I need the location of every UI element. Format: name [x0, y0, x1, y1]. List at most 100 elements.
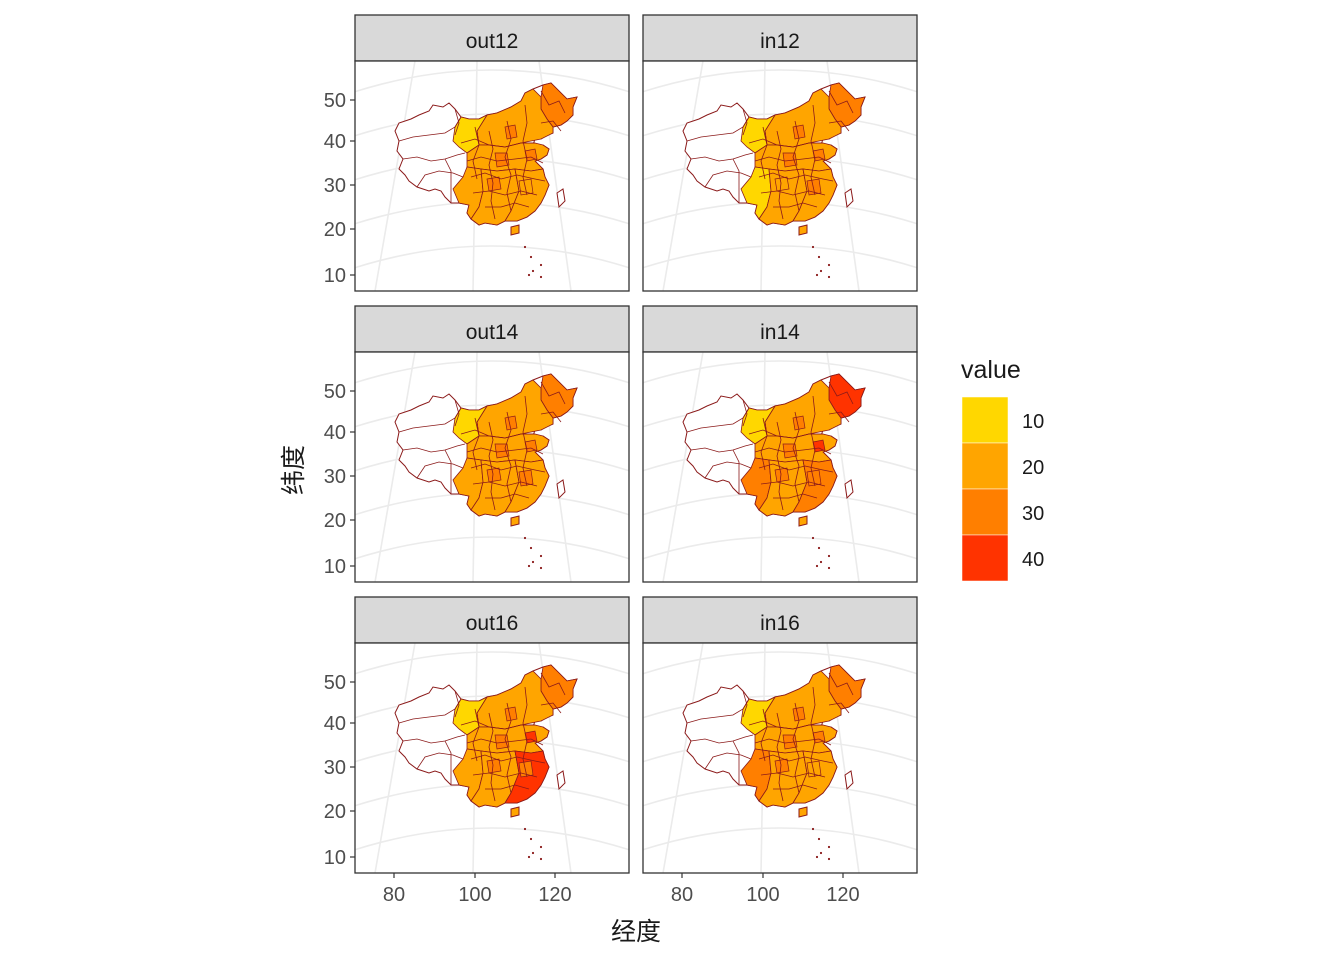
province-boundary: [398, 407, 462, 433]
facet-strip: [354, 596, 630, 644]
y-tick-label: 10: [324, 847, 346, 869]
facet-strip: [642, 596, 918, 644]
south-sea-island: [827, 554, 831, 558]
graticule-parallel: [355, 69, 629, 93]
province-boundary: [773, 493, 818, 499]
province-boundary: [454, 690, 460, 718]
legend-label: 20: [1022, 457, 1044, 479]
province-boundary: [444, 740, 452, 785]
map-content: [643, 61, 917, 291]
south-sea-island: [827, 857, 831, 861]
island-hainan: [510, 806, 520, 818]
province-boundary: [742, 108, 748, 136]
province-boundary: [540, 702, 562, 714]
province-boundary: [773, 202, 818, 208]
province-patch: [792, 415, 806, 431]
province-patch: [504, 124, 518, 140]
province-boundary: [704, 752, 752, 770]
province-boundary: [488, 421, 496, 511]
province-boundary: [504, 411, 512, 503]
legend-label: 30: [1022, 503, 1044, 525]
facet-label: out16: [466, 612, 519, 635]
facet-label: out12: [466, 30, 519, 53]
panel-border: [354, 60, 630, 292]
graticule-parallel: [643, 69, 917, 93]
south-sea-island: [523, 536, 527, 540]
province-boundary: [416, 170, 464, 188]
south-sea-island: [527, 273, 531, 277]
province-boundary: [485, 202, 530, 208]
province-boundary: [416, 752, 464, 770]
south-sea-island: [817, 255, 821, 259]
graticule-parallel: [643, 536, 917, 560]
island-taiwan: [556, 479, 566, 500]
province-boundary: [454, 399, 460, 427]
province-boundary: [792, 411, 800, 503]
y-tick-label: 20: [324, 219, 346, 241]
graticule-meridian: [374, 352, 416, 582]
province-boundary: [686, 407, 750, 433]
south-sea-island: [539, 845, 543, 849]
province-boundary: [488, 130, 496, 220]
facet-in16: in16 80 100 120: [642, 596, 918, 906]
legend-key: [961, 396, 1009, 444]
province-boundary: [828, 120, 850, 132]
graticule-meridian: [374, 643, 416, 873]
province-boundary: [540, 381, 566, 405]
province-patch: [486, 176, 502, 192]
province-patch: [486, 467, 502, 483]
facet-label: in16: [760, 612, 800, 635]
province-boundary: [690, 734, 754, 744]
facet-label: in12: [760, 30, 800, 53]
province-boundary: [470, 463, 546, 473]
province-boundary: [758, 463, 834, 473]
province-patch: [792, 706, 806, 722]
province-boundary: [690, 152, 754, 162]
island-taiwan: [844, 770, 854, 791]
graticule-parallel: [355, 536, 629, 560]
province-boundary: [540, 411, 562, 423]
y-tick-label: 10: [324, 556, 346, 578]
south-sea-island: [819, 851, 823, 855]
facet-strip: [642, 305, 918, 353]
province-boundary: [760, 417, 768, 471]
facet-out12: out12 10 20 30 40 50: [324, 14, 630, 292]
south-sea-island: [827, 566, 831, 570]
map-content: [355, 643, 629, 873]
province-boundary: [402, 152, 466, 162]
south-sea-island: [539, 857, 543, 861]
legend-key: [961, 488, 1009, 536]
province-boundary: [522, 395, 528, 487]
south-sea-island: [815, 855, 819, 859]
graticule-parallel: [643, 827, 917, 851]
province-boundary: [828, 90, 854, 114]
province-patch: [504, 706, 518, 722]
province-patch: [486, 758, 502, 774]
province-boundary: [540, 120, 562, 132]
province-patch: [504, 415, 518, 431]
south-sea-island: [811, 827, 815, 831]
south-sea-island: [529, 255, 533, 259]
map-content: [643, 643, 917, 873]
panel-border: [354, 351, 630, 583]
south-sea-island: [539, 275, 543, 279]
province-boundary: [444, 449, 452, 494]
province-boundary: [828, 411, 850, 423]
province-boundary: [732, 449, 740, 494]
y-tick-label: 40: [324, 131, 346, 153]
province-boundary: [776, 421, 784, 511]
map-content: [355, 352, 629, 582]
south-sea-island: [539, 263, 543, 267]
province-boundary: [485, 784, 530, 790]
panel-border: [354, 642, 630, 874]
province-boundary: [398, 698, 462, 724]
graticule-meridian: [374, 61, 416, 291]
province-boundary: [485, 493, 530, 499]
x-tick-label: 100: [458, 884, 491, 906]
y-tick-label: 30: [324, 466, 346, 488]
panel-border: [642, 642, 918, 874]
south-sea-island: [529, 546, 533, 550]
province-boundary: [470, 754, 546, 764]
x-tick-label: 120: [826, 884, 859, 906]
